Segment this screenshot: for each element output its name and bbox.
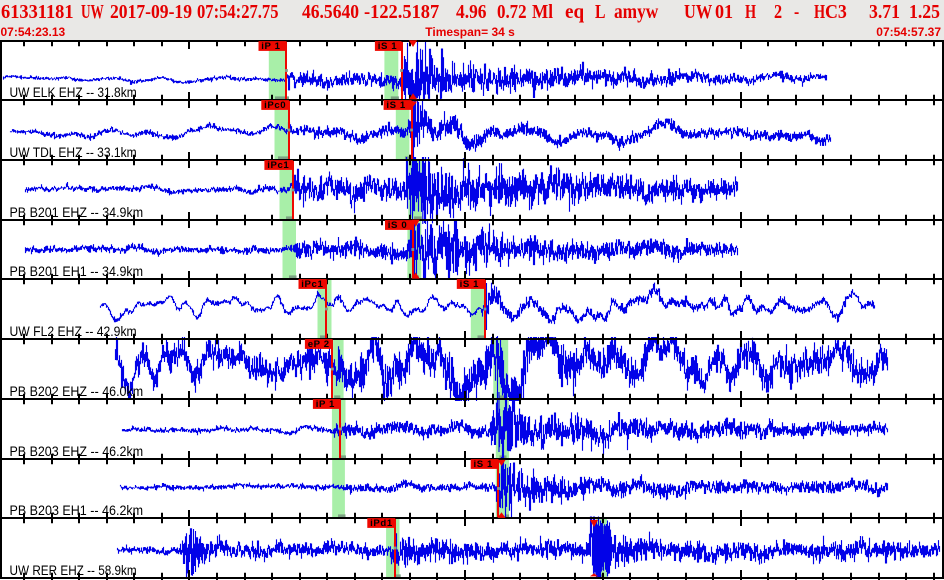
svg-text:UW RER EHZ -- 58.9km: UW RER EHZ -- 58.9km [10,563,137,578]
svg-text:iS 0: iS 0 [388,220,407,231]
svg-text:iP 1: iP 1 [316,399,335,410]
svg-text:iP 1: iP 1 [261,41,280,52]
svg-text:iS 1: iS 1 [378,41,398,52]
svg-text:UW TDL EHZ -- 33.1km: UW TDL EHZ -- 33.1km [10,145,137,160]
svg-text:iPc1: iPc1 [267,160,289,171]
svg-text:iPc0: iPc0 [264,100,286,111]
svg-text:iS 1: iS 1 [386,100,406,111]
svg-text:UW FL2 EHZ -- 42.9km: UW FL2 EHZ -- 42.9km [10,324,137,339]
svg-text:eP 2: eP 2 [308,339,330,350]
svg-text:PB B201 EHZ -- 34.9km: PB B201 EHZ -- 34.9km [10,205,144,220]
svg-text:iPd1: iPd1 [370,518,393,529]
svg-text:PB B201 EH1 -- 34.9km: PB B201 EH1 -- 34.9km [10,264,144,279]
svg-text:iPc1: iPc1 [301,279,323,290]
svg-text:PB B202 EHZ -- 46.0km: PB B202 EHZ -- 46.0km [10,384,144,399]
svg-text:UW ELK EHZ -- 31.8km: UW ELK EHZ -- 31.8km [10,85,137,100]
svg-text:PB B203 EH1 -- 46.2km: PB B203 EH1 -- 46.2km [10,503,144,518]
svg-text:PB B203 EHZ -- 46.2km: PB B203 EHZ -- 46.2km [10,444,144,459]
svg-text:iS 1: iS 1 [460,279,480,290]
svg-text:iS 1: iS 1 [474,459,494,470]
